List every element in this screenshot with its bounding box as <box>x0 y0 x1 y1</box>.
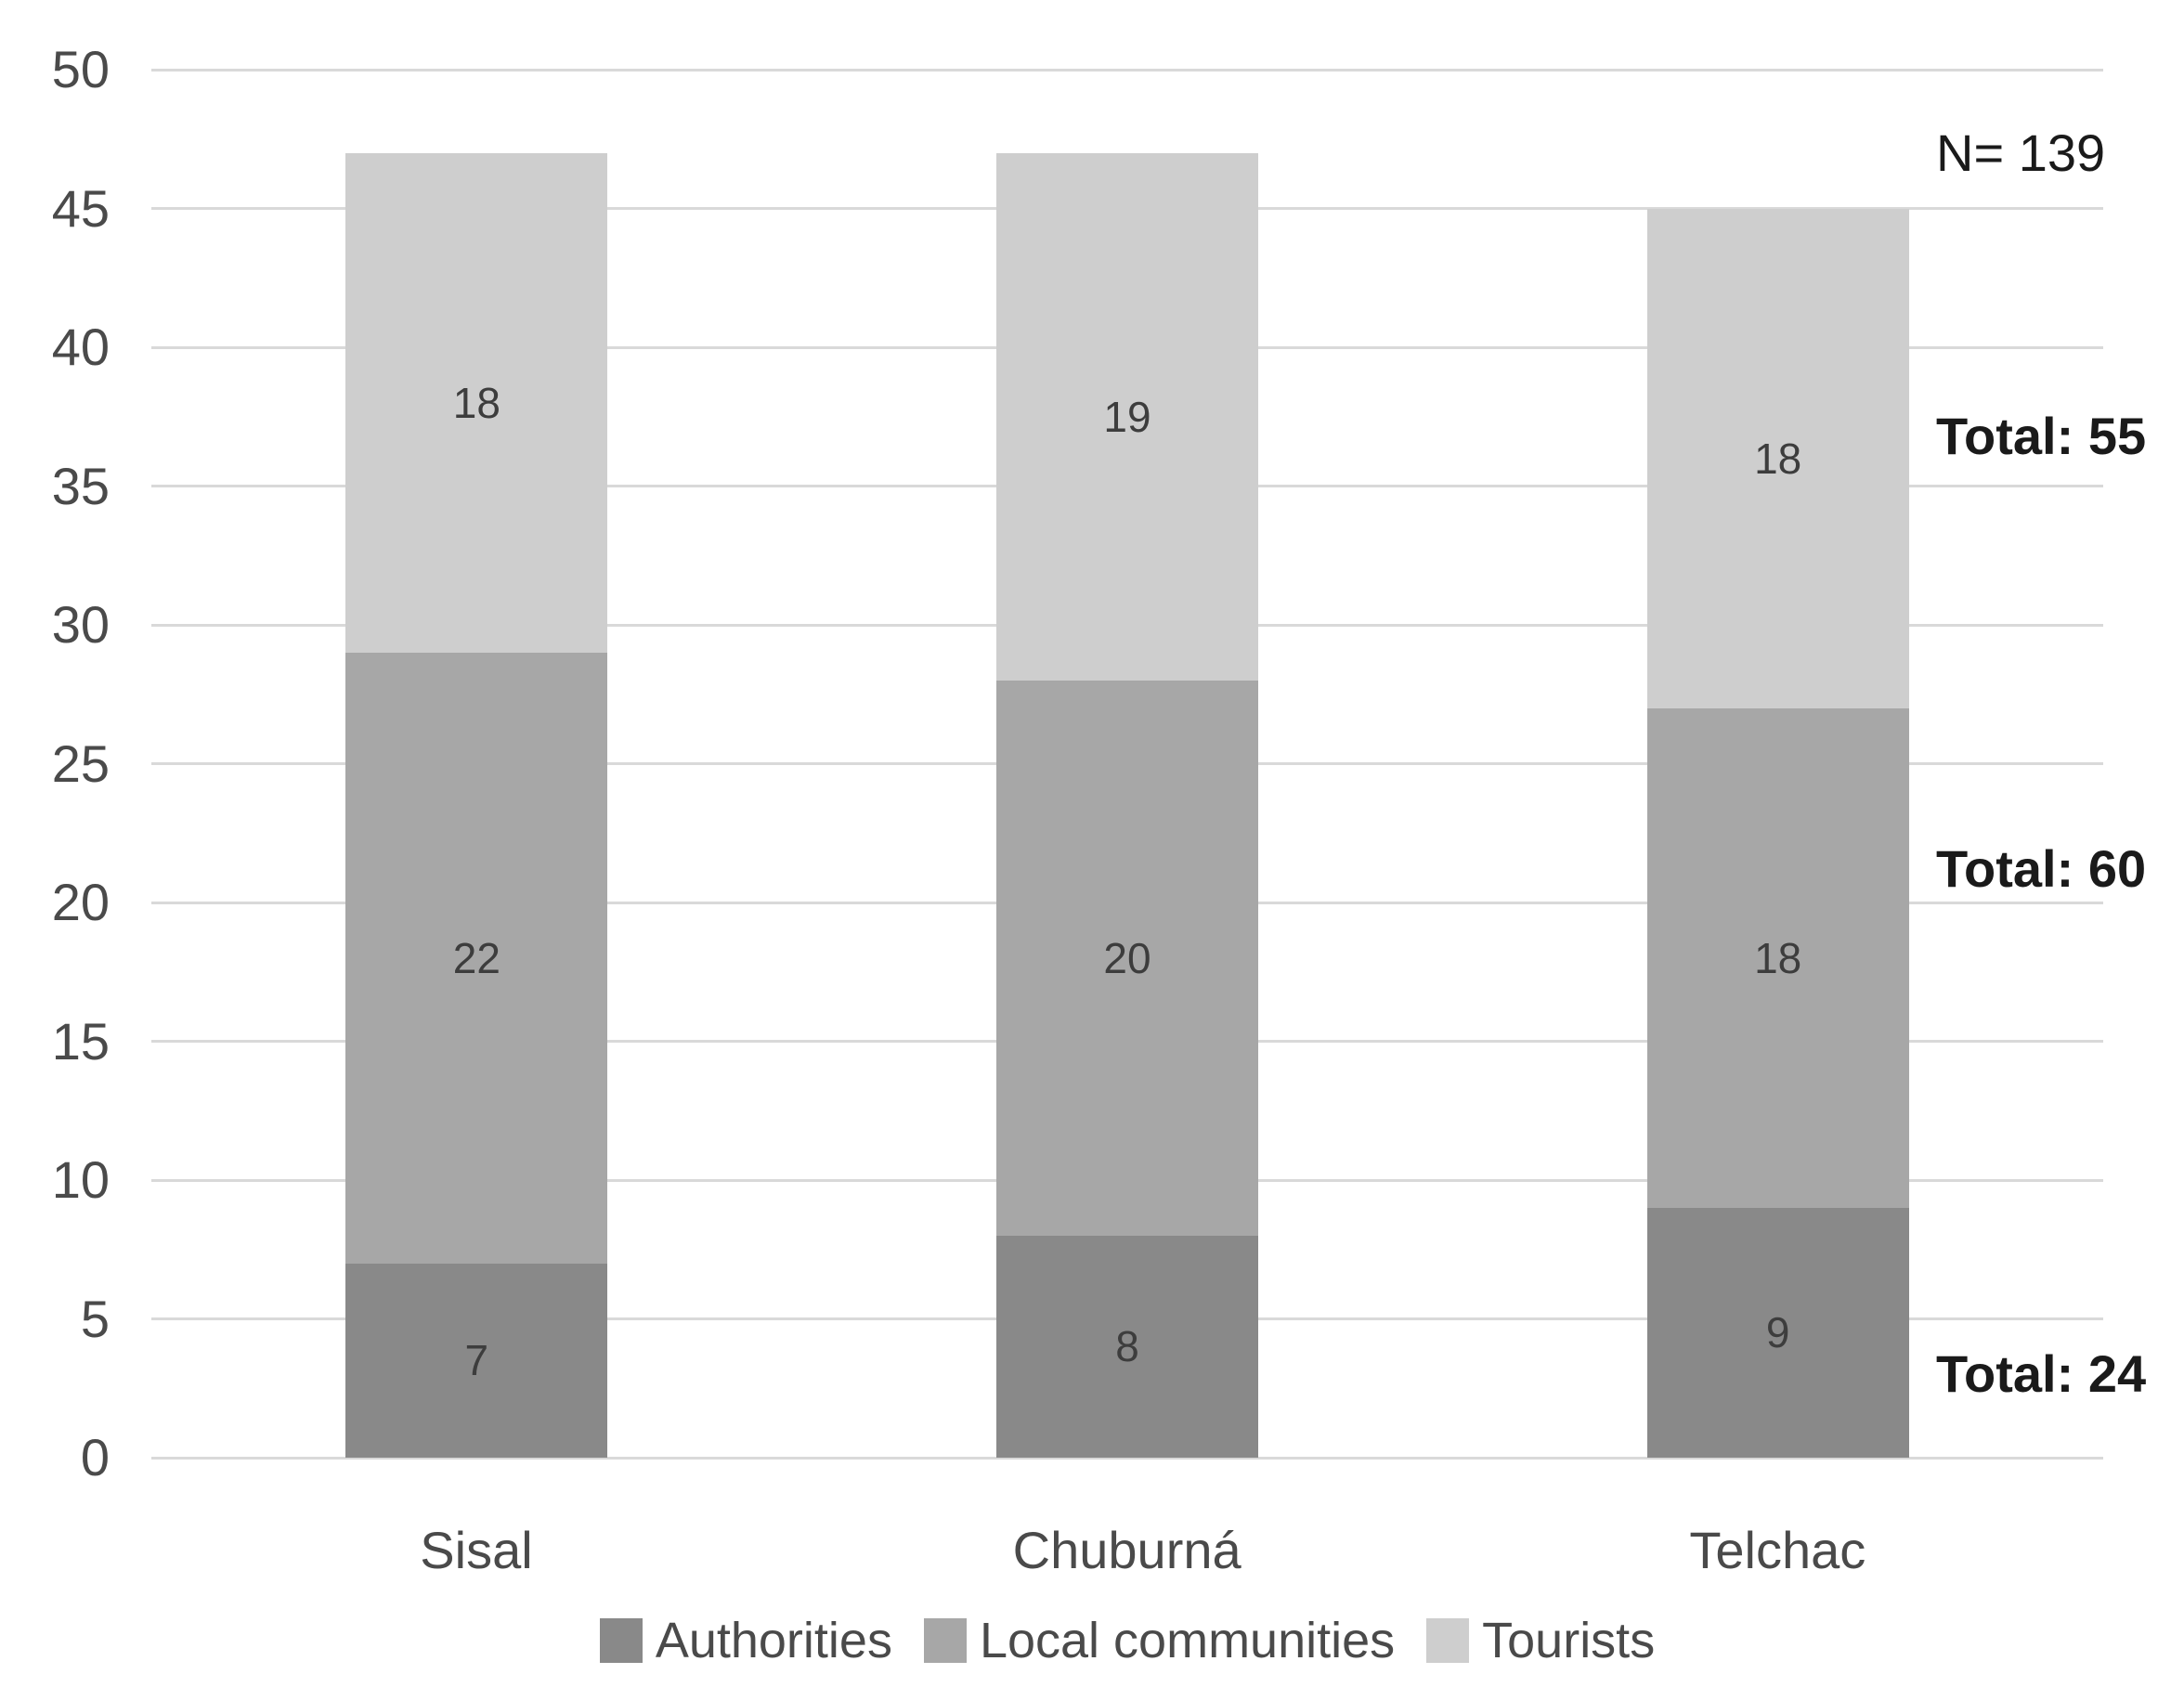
bar-value-label: 18 <box>452 378 500 427</box>
plot-area: 7 22 18 8 20 19 9 18 18 <box>151 68 2103 1460</box>
bar-segment-chuburn-authorities: 8 <box>996 1235 1258 1458</box>
bar-value-label: 22 <box>452 933 500 982</box>
bar-sisal: 7 22 18 <box>345 70 608 1458</box>
legend-label-authorities: Authorities <box>655 1613 892 1668</box>
legend-swatch-authorities <box>599 1618 643 1663</box>
annotation-total-60: Total: 60 <box>1936 839 2147 899</box>
bar-segment-telchac-authorities: 9 <box>1646 1207 1909 1458</box>
y-tick-label-30: 30 <box>51 595 110 654</box>
legend-item-authorities: Authorities <box>599 1613 892 1668</box>
y-tick-label-10: 10 <box>51 1150 110 1209</box>
annotation-n-139: N= 139 <box>1936 123 2106 182</box>
legend: Authorities Local communities Tourists <box>151 1616 2103 1666</box>
x-category-label-telchac: Telchac <box>1689 1521 1866 1579</box>
bar-segment-telchac-tourists: 18 <box>1646 208 1909 708</box>
bar-segment-sisal-local-communities: 22 <box>345 652 608 1264</box>
annotation-total-55: Total: 55 <box>1936 406 2147 465</box>
bar-telchac: 9 18 18 <box>1646 70 1909 1458</box>
bar-chuburn: 8 20 19 <box>996 70 1258 1458</box>
y-tick-label-25: 25 <box>51 733 110 793</box>
legend-label-tourists: Tourists <box>1482 1613 1656 1668</box>
legend-item-local-communities: Local communities <box>923 1613 1396 1668</box>
y-tick-label-20: 20 <box>51 873 110 931</box>
legend-swatch-local-communities <box>923 1618 967 1663</box>
bar-value-label: 7 <box>464 1336 489 1385</box>
y-tick-label-15: 15 <box>51 1011 110 1071</box>
bar-value-label: 20 <box>1103 933 1151 982</box>
bar-segment-telchac-local-communities: 18 <box>1646 707 1909 1208</box>
y-tick-label-5: 5 <box>80 1289 110 1348</box>
bar-segment-sisal-tourists: 18 <box>345 152 608 653</box>
y-tick-label-45: 45 <box>51 178 110 238</box>
bar-segment-chuburn-local-communities: 20 <box>996 680 1258 1236</box>
bar-value-label: 8 <box>1115 1322 1139 1371</box>
x-category-label-sisal: Sisal <box>420 1521 533 1579</box>
legend-item-tourists: Tourists <box>1426 1616 1655 1666</box>
bar-segment-sisal-authorities: 7 <box>345 1263 608 1458</box>
annotation-total-24: Total: 24 <box>1936 1344 2147 1404</box>
gridline-50 <box>151 68 2103 71</box>
legend-swatch-tourists <box>1426 1618 1470 1663</box>
bar-segment-chuburn-tourists: 19 <box>996 152 1258 681</box>
y-tick-label-0: 0 <box>80 1428 110 1486</box>
bar-value-label: 18 <box>1754 434 1802 483</box>
x-category-label-chuburn: Chuburná <box>1012 1521 1242 1579</box>
legend-label-local-communities: Local communities <box>979 1613 1396 1668</box>
bar-value-label: 19 <box>1103 392 1151 441</box>
bar-value-label: 18 <box>1754 933 1802 982</box>
bar-value-label: 9 <box>1765 1308 1790 1357</box>
y-tick-label-50: 50 <box>51 40 110 98</box>
gridline-0 <box>151 1456 2103 1460</box>
y-tick-label-35: 35 <box>51 456 110 515</box>
y-tick-label-40: 40 <box>51 318 110 376</box>
